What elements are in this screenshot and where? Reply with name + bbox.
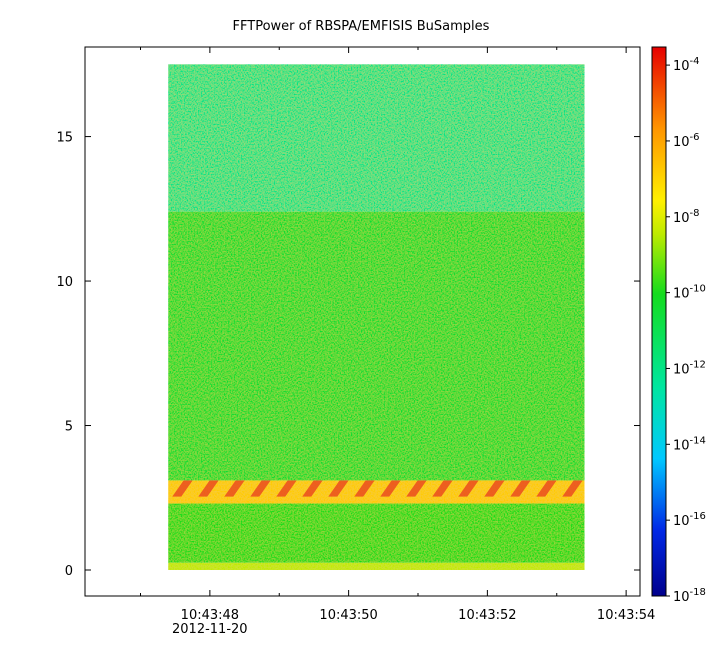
colorbar-tick-label: 10-8 bbox=[673, 208, 700, 226]
colorbar-tick-label: 10-4 bbox=[673, 56, 700, 74]
x-tick-label: 10:43:52 bbox=[458, 608, 516, 623]
colorbar-tick-label: 10-6 bbox=[673, 132, 700, 150]
x-axis: 10:43:48 10:43:50 10:43:52 10:43:54 bbox=[140, 47, 655, 623]
spectrogram-band bbox=[168, 562, 585, 570]
y-tick-label: 0 bbox=[65, 564, 73, 579]
colorbar-tick-label: 10-12 bbox=[673, 359, 706, 377]
colorbar-scale bbox=[651, 46, 667, 597]
chart-title: FFTPower of RBSPA/EMFISIS BuSamples bbox=[233, 19, 490, 34]
x-tick-label: 10:43:48 bbox=[181, 608, 239, 623]
spectrogram-band bbox=[168, 503, 585, 563]
colorbar-tick-label: 10-16 bbox=[673, 511, 706, 529]
colorbar-tick-label: 10-10 bbox=[673, 284, 706, 302]
y-tick-label: 5 bbox=[65, 420, 73, 435]
spectrogram-band bbox=[168, 211, 585, 481]
colorbar: 10-18 10-16 10-14 10-12 10-10 10-8 10-6 10-4 bbox=[651, 46, 706, 605]
band-stripes bbox=[168, 480, 585, 497]
x-date-label: 2012-11-20 bbox=[172, 622, 248, 637]
y-tick-label: 15 bbox=[56, 131, 73, 146]
y-tick-label: 10 bbox=[56, 275, 73, 290]
spectrogram-band bbox=[168, 64, 585, 212]
band-stripe-overlay bbox=[168, 480, 585, 497]
colorbar-tick-label: 10-18 bbox=[673, 587, 706, 605]
x-tick-label: 10:43:50 bbox=[319, 608, 377, 623]
x-tick-label: 10:43:54 bbox=[597, 608, 655, 623]
y-axis: 0 5 10 15 bbox=[56, 131, 640, 579]
colorbar-tick-label: 10-14 bbox=[673, 435, 706, 453]
